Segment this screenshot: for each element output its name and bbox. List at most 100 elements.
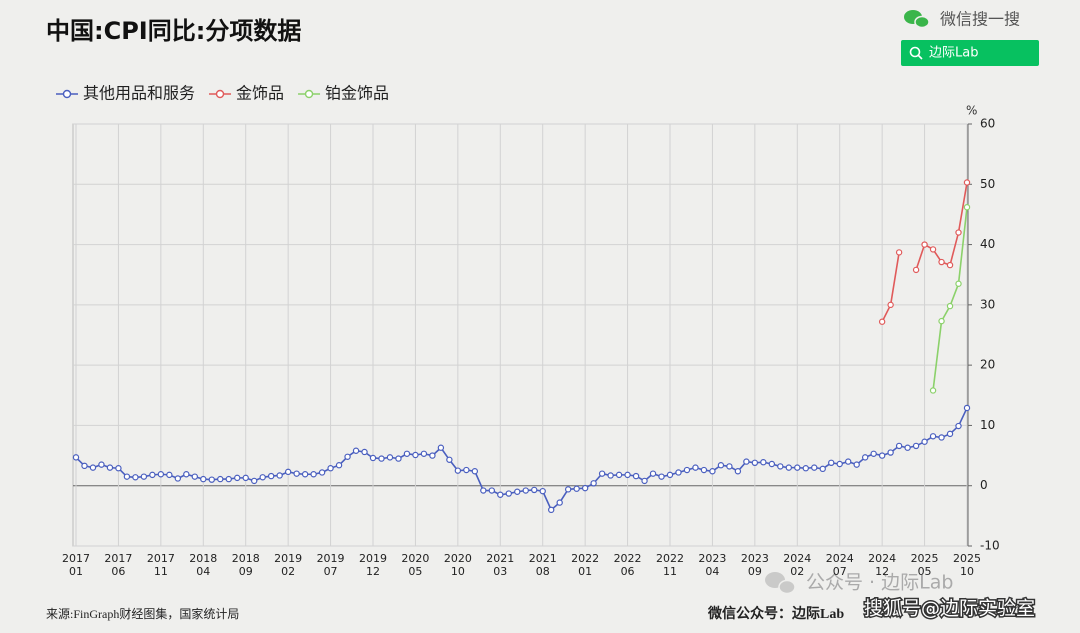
point — [938, 434, 945, 441]
wechat-icon — [904, 10, 930, 29]
point — [938, 258, 945, 266]
x-tick-label: 2025 05 — [910, 552, 939, 578]
point — [140, 473, 148, 480]
point — [700, 466, 708, 474]
point — [293, 470, 300, 477]
watermark: 公众号 · 边际Lab — [806, 572, 953, 594]
point — [785, 464, 793, 471]
point — [166, 471, 173, 479]
point — [929, 433, 937, 440]
legend-marker — [215, 89, 225, 99]
watermark-icon — [765, 572, 796, 595]
legend-marker — [62, 89, 72, 99]
series — [929, 203, 971, 394]
series — [878, 179, 971, 325]
y-tick-label: 50 — [980, 177, 995, 191]
x-tick-label: 2021 08 — [528, 552, 557, 578]
point — [955, 280, 962, 287]
point — [794, 464, 801, 471]
x-tick-label: 2023 09 — [740, 552, 769, 578]
point — [454, 467, 462, 474]
point — [870, 450, 877, 457]
point — [887, 301, 894, 309]
point — [352, 447, 360, 454]
y-unit: % — [966, 104, 977, 118]
point — [887, 449, 894, 456]
x-tick-label: 2023 04 — [698, 552, 727, 578]
point — [522, 487, 529, 494]
point — [412, 451, 419, 459]
point — [946, 430, 954, 438]
plot-area — [72, 123, 969, 547]
point — [590, 480, 597, 487]
point — [658, 473, 665, 480]
search-icon — [917, 54, 923, 60]
point — [420, 450, 428, 457]
x-tick-label: 2024 07 — [825, 552, 854, 578]
point — [946, 261, 954, 269]
point — [284, 468, 292, 476]
point — [768, 460, 776, 468]
point — [225, 475, 232, 483]
point — [632, 472, 640, 480]
point — [548, 506, 555, 514]
search-query[interactable]: 边际Lab — [929, 46, 978, 61]
point — [250, 477, 258, 485]
search-icon — [909, 46, 921, 58]
point — [217, 475, 224, 483]
point — [446, 456, 453, 463]
x-tick-label: 2020 10 — [443, 552, 472, 578]
point — [386, 454, 394, 461]
point — [683, 466, 691, 474]
point — [624, 471, 631, 479]
point — [335, 462, 343, 469]
x-tick-label: 2024 12 — [868, 552, 897, 578]
x-tick-label: 2019 02 — [274, 552, 303, 578]
search-label: 微信搜一搜 — [940, 10, 1020, 29]
point — [734, 468, 742, 475]
point — [539, 487, 546, 495]
point — [301, 471, 309, 478]
point — [692, 464, 699, 471]
point — [581, 484, 589, 492]
x-tick-label: 2024 02 — [783, 552, 812, 578]
point — [183, 471, 190, 478]
point — [72, 454, 80, 461]
x-tick-label: 2022 01 — [571, 552, 600, 578]
x-tick-label: 2017 01 — [62, 552, 90, 578]
x-tick-label: 2025 10 — [953, 552, 981, 578]
line — [932, 207, 968, 391]
point — [717, 462, 725, 469]
point — [938, 317, 945, 325]
point — [208, 476, 215, 483]
point — [497, 491, 504, 498]
point — [531, 486, 538, 494]
point — [505, 490, 512, 497]
point — [267, 472, 275, 480]
point — [361, 448, 368, 456]
point — [615, 471, 623, 479]
y-tick-label: 60 — [980, 117, 995, 131]
point — [853, 461, 860, 468]
point — [157, 471, 165, 478]
point — [369, 454, 377, 462]
x-tick-label: 2018 04 — [189, 552, 218, 578]
point — [895, 249, 903, 256]
chart-title: 中国:CPI同比:分项数据 — [46, 17, 301, 45]
x-tick-label: 2022 06 — [613, 552, 642, 578]
point — [912, 266, 920, 274]
point — [743, 458, 750, 465]
y-tick-label: -10 — [980, 539, 1000, 553]
point — [81, 462, 88, 470]
legend-label: 其他用品和服务 — [83, 84, 195, 103]
point — [276, 472, 283, 479]
point — [344, 453, 351, 460]
point — [963, 179, 971, 186]
point — [234, 474, 241, 482]
point — [115, 465, 122, 472]
point — [963, 404, 971, 412]
point — [751, 459, 759, 467]
x-tick-label: 2022 11 — [656, 552, 684, 578]
search-button[interactable] — [901, 40, 1039, 66]
point — [564, 486, 572, 493]
